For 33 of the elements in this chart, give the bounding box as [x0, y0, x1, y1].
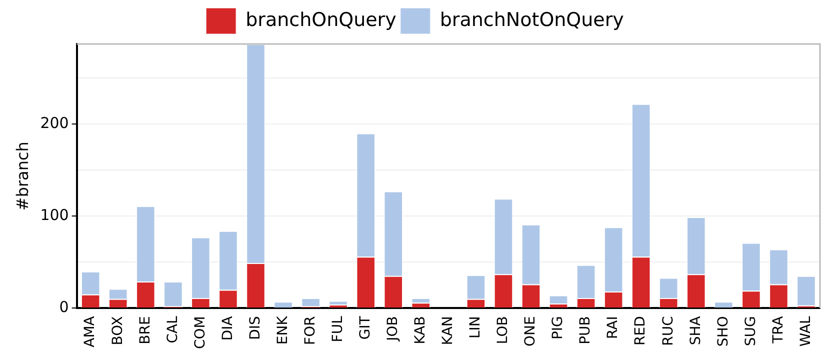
x-tick-label: JOB: [385, 316, 402, 342]
x-tick-label: ONE: [522, 316, 539, 346]
x-tick-label: FOR: [302, 316, 318, 345]
x-tick-label: BRE: [137, 316, 154, 344]
legend-label: branchOnQuery: [246, 8, 396, 31]
x-tick-label: CAL: [164, 316, 181, 344]
x-tick-label: LOB: [495, 316, 512, 344]
x-tick-label: BOX: [110, 316, 126, 346]
x-tick-label: PIG: [550, 316, 566, 340]
x-tick-label: FUL: [330, 316, 346, 342]
x-tick-label: AMA: [82, 316, 98, 348]
x-tick-label: SUG: [742, 316, 759, 346]
y-axis-title: #branch: [12, 142, 32, 211]
x-tick-label: ENK: [274, 315, 291, 345]
x-tick-label: DIS: [247, 316, 264, 340]
y-tick-label: 100: [40, 206, 69, 224]
x-tick-label: KAN: [440, 316, 456, 346]
x-tick-label: RAI: [605, 316, 622, 339]
x-tick-label: COM: [192, 316, 208, 349]
x-tick-label: GIT: [357, 316, 374, 340]
y-tick-label: 0: [59, 298, 69, 316]
x-tick-label: LIN: [468, 316, 484, 339]
x-tick-label: RUC: [660, 316, 676, 346]
x-tick-label: WAL: [798, 316, 814, 347]
x-tick-label: SHA: [688, 316, 704, 346]
x-tick-label: PUB: [578, 316, 594, 344]
x-tick-label: SHO: [715, 316, 732, 347]
x-tick-label: RED: [632, 316, 649, 346]
legend-label: branchNotOnQuery: [440, 8, 624, 31]
x-tick-label: KAB: [412, 316, 429, 344]
x-tick-label: DIA: [220, 316, 236, 341]
x-tick-label: TRA: [770, 316, 786, 344]
y-tick-label: 200: [40, 114, 69, 132]
